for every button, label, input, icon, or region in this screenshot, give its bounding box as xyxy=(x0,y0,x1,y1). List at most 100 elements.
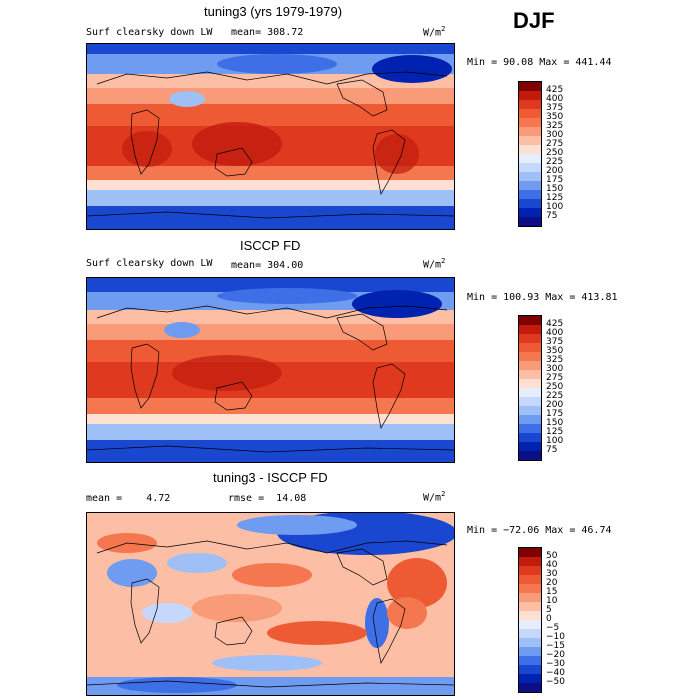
panel2-colorbar-tick: 125 xyxy=(546,427,564,437)
panel2-colorbar-swatch xyxy=(519,442,541,451)
panel1-colorbar-swatch xyxy=(519,82,541,91)
panel1-colorbar-tick: 275 xyxy=(546,139,564,149)
panel2-colorbar-swatch xyxy=(519,379,541,388)
panel1-colorbar-swatch xyxy=(519,172,541,181)
panel3-colorbar-tick: 50 xyxy=(546,551,558,561)
panel1-minmax: Min = 90.08 Max = 441.44 xyxy=(467,57,612,68)
panel2-colorbar-tick: 100 xyxy=(546,436,564,446)
panel3-colorbar-swatch xyxy=(519,665,541,674)
panel1-colorbar-tick: 325 xyxy=(546,121,564,131)
panel2-colorbar-tick: 350 xyxy=(546,346,564,356)
panel2-variable-label: Surf clearsky down LW xyxy=(86,258,213,269)
panel3-colorbar-tick: −5 xyxy=(546,623,560,633)
panel1-colorbar-swatch xyxy=(519,91,541,100)
season-label: DJF xyxy=(513,8,555,33)
panel3-colorbar xyxy=(518,547,542,693)
panel1-mean-label: mean= xyxy=(231,27,262,38)
panel2-colorbar-tick: 250 xyxy=(546,382,564,392)
panel3-colorbar-swatch xyxy=(519,629,541,638)
panel3-colorbar-tick: 20 xyxy=(546,578,558,588)
panel1-colorbar-tick: 250 xyxy=(546,148,564,158)
panel3-colorbar-swatch xyxy=(519,674,541,683)
panel3-colorbar-tick: 15 xyxy=(546,587,558,597)
panel3-colorbar-swatch xyxy=(519,584,541,593)
panel1-units-text: W/m xyxy=(423,27,442,39)
panel1-colorbar-swatch xyxy=(519,136,541,145)
panel3-units-exp: 2 xyxy=(441,490,446,498)
panel2-colorbar-tick: 150 xyxy=(546,418,564,428)
panel2-colorbar-tick: 75 xyxy=(546,445,558,455)
panel2-colorbar-swatch xyxy=(519,370,541,379)
panel3-colorbar-tick: −40 xyxy=(546,668,565,678)
panel2-colorbar-swatch xyxy=(519,388,541,397)
panel1-title: tuning3 (yrs 1979-1979) xyxy=(204,4,343,19)
panel1-colorbar-swatch xyxy=(519,199,541,208)
panel3-colorbar-swatch xyxy=(519,656,541,665)
panel1-colorbar-tick: 400 xyxy=(546,94,564,104)
panel3-colorbar-swatch xyxy=(519,611,541,620)
panel3-mean-label: mean = xyxy=(86,493,123,504)
panel3-mean: mean = 4.72 xyxy=(86,493,170,504)
panel1-colorbar-tick: 300 xyxy=(546,130,564,140)
panel1-colorbar-swatch xyxy=(519,190,541,199)
panel2-title: ISCCP FD xyxy=(240,238,301,253)
panel3-colorbar-swatch xyxy=(519,557,541,566)
panel1-units-exp: 2 xyxy=(441,25,446,33)
panel2-colorbar-swatch xyxy=(519,352,541,361)
panel3-colorbar-swatch xyxy=(519,593,541,602)
panel3-units-text: W/m xyxy=(423,492,442,504)
panel1-units: W/m2 xyxy=(423,25,445,38)
panel2-minmax: Min = 100.93 Max = 413.81 xyxy=(467,292,618,303)
panel2-colorbar-tick: 400 xyxy=(546,328,564,338)
panel1-colorbar-swatch xyxy=(519,181,541,190)
panel3-colorbar-tick: 0 xyxy=(546,614,552,624)
panel1-colorbar-tick: 125 xyxy=(546,193,564,203)
panel1-colorbar-tick: 100 xyxy=(546,202,564,212)
panel1-colorbar-tick: 150 xyxy=(546,184,564,194)
panel3-colorbar-swatch xyxy=(519,566,541,575)
panel3-units: W/m2 xyxy=(423,490,445,503)
panel3-rmse-label: rmse = xyxy=(228,493,265,504)
panel3-colorbar-tick: −30 xyxy=(546,659,565,669)
panel3-colorbar-swatch xyxy=(519,548,541,557)
panel2-colorbar-tick: 175 xyxy=(546,409,564,419)
panel1-variable-label: Surf clearsky down LW xyxy=(86,27,213,38)
panel2-colorbar-tick: 425 xyxy=(546,319,564,329)
panel3-map xyxy=(86,512,455,696)
panel2-mean-label: mean= xyxy=(231,260,262,271)
panel1-colorbar-swatch xyxy=(519,154,541,163)
panel1-colorbar-swatch xyxy=(519,100,541,109)
panel1-colorbar-tick: 225 xyxy=(546,157,564,167)
panel3-rmse-value: 14.08 xyxy=(276,493,307,504)
panel3-colorbar-tick: −20 xyxy=(546,650,565,660)
panel1-colorbar-swatch xyxy=(519,109,541,118)
panel2-colorbar-tick: 200 xyxy=(546,400,564,410)
panel3-colorbar-tick: −10 xyxy=(546,632,565,642)
panel2-colorbar-swatch xyxy=(519,406,541,415)
panel3-mean-value: 4.72 xyxy=(146,493,171,504)
panel3-colorbar-tick: 10 xyxy=(546,596,558,606)
panel3-rmse: rmse = 14.08 xyxy=(228,493,306,504)
panel1-colorbar-swatch xyxy=(519,217,541,226)
panel2-colorbar-swatch xyxy=(519,361,541,370)
panel1-colorbar-tick: 200 xyxy=(546,166,564,176)
panel2-colorbar-swatch xyxy=(519,316,541,325)
panel3-colorbar-swatch xyxy=(519,602,541,611)
panel2-colorbar xyxy=(518,315,542,461)
panel2-units-text: W/m xyxy=(423,259,442,271)
panel3-colorbar-swatch xyxy=(519,683,541,692)
panel2-units: W/m2 xyxy=(423,257,445,270)
panel3-colorbar-swatch xyxy=(519,620,541,629)
panel1-mean-value: 308.72 xyxy=(267,27,304,38)
panel1-mean: mean= 308.72 xyxy=(231,27,303,38)
panel3-colorbar-swatch xyxy=(519,575,541,584)
panel3-colorbar-tick: −50 xyxy=(546,677,565,687)
panel3-title: tuning3 - ISCCP FD xyxy=(213,470,328,485)
panel1-colorbar-tick: 350 xyxy=(546,112,564,122)
panel2-colorbar-swatch xyxy=(519,451,541,460)
panel1-colorbar-tick: 425 xyxy=(546,85,564,95)
panel2-colorbar-swatch xyxy=(519,325,541,334)
panel3-colorbar-tick: −15 xyxy=(546,641,565,651)
panel2-colorbar-swatch xyxy=(519,433,541,442)
panel2-colorbar-tick: 325 xyxy=(546,355,564,365)
